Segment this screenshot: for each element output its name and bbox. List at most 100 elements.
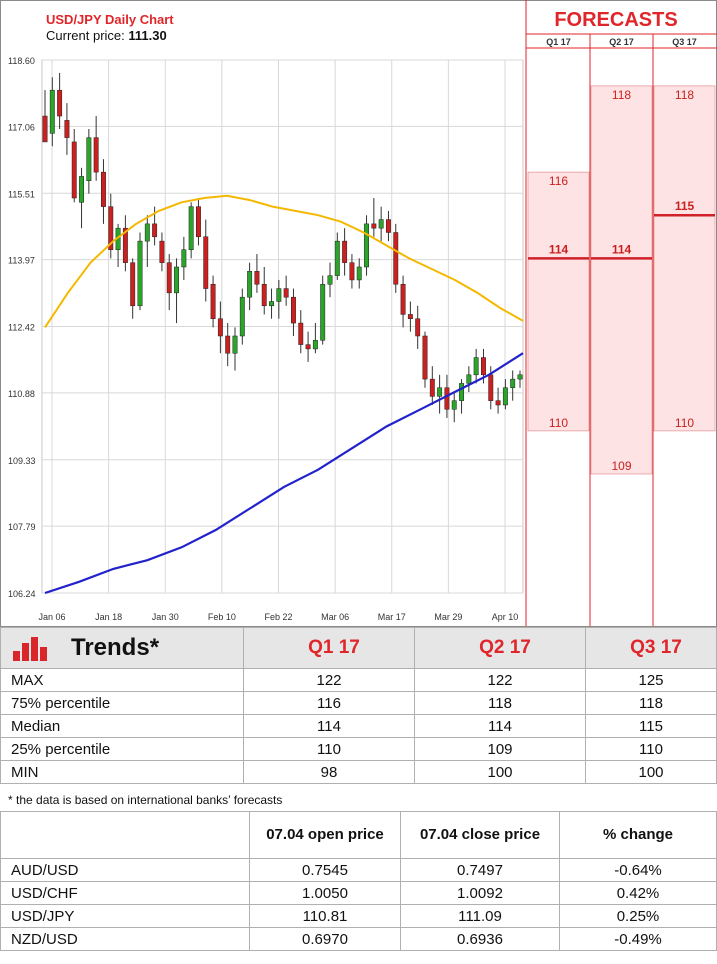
x-tick-label: Apr 10 [492, 612, 519, 622]
trends-cell: 125 [585, 668, 717, 692]
forecast-median-label: 114 [612, 242, 632, 256]
candle-body [101, 171, 106, 207]
candle-body [71, 141, 77, 199]
forecast-range-box [653, 85, 716, 432]
trends-cell: 98 [243, 760, 415, 784]
rates-header-close: 07.04 close price [400, 811, 560, 859]
trends-row-75: 75% percentile 116 118 118 [0, 691, 717, 715]
candle-body [64, 120, 70, 138]
rates-row: NZD/USD 0.6970 0.6936 -0.49% [0, 927, 717, 951]
forecast-column-label: Q3 17 [672, 37, 697, 47]
candle-body [276, 288, 282, 302]
trends-row-25: 25% percentile 110 109 110 [0, 737, 717, 761]
x-tick-label: Jan 06 [38, 612, 65, 622]
candle-body [254, 271, 260, 285]
candle-body [283, 288, 289, 298]
trends-row-label: Median [0, 714, 244, 738]
y-tick-label: 110.88 [8, 389, 35, 399]
candle-body [261, 283, 267, 307]
y-tick-label: 109.33 [8, 456, 36, 466]
slow-moving-average-line [44, 352, 524, 595]
candle-body [459, 383, 464, 401]
trends-row-label: MIN [0, 760, 244, 784]
candle-body [451, 400, 457, 410]
candle-body [517, 374, 523, 380]
candle-body [356, 266, 362, 281]
chart-subtitle: Current price: 111.30 [46, 28, 167, 43]
trends-title-cell: Trends* [0, 627, 244, 669]
candle-body [312, 340, 318, 350]
candle-body [49, 89, 55, 134]
candle-body [466, 374, 472, 384]
rates-close: 0.6936 [400, 927, 560, 951]
y-tick-label: 117.06 [8, 122, 35, 132]
candle-body [407, 314, 413, 319]
trends-table: Trends* Q1 17 Q2 17 Q3 17 MAX 122 122 12… [0, 627, 717, 784]
trends-cell: 122 [243, 668, 415, 692]
trends-header-q1: Q1 17 [243, 627, 415, 669]
candle-body [378, 219, 384, 229]
rates-close: 1.0092 [400, 881, 560, 905]
trends-row-max: MAX 122 122 125 [0, 668, 717, 692]
trends-cell: 114 [414, 714, 586, 738]
chart-title: USD/JPY Daily Chart [46, 12, 174, 27]
candle-body [510, 378, 516, 388]
candle-body [444, 387, 450, 410]
trends-cell: 100 [414, 760, 586, 784]
forecast-max-label: 116 [549, 174, 568, 188]
trends-cell: 109 [414, 737, 586, 761]
candle-body [386, 219, 391, 233]
usdjpy-chart-panel: USD/JPY Daily Chart Current price: 111.30… [0, 0, 717, 627]
trends-row-label: 25% percentile [0, 737, 244, 761]
forecast-min-label: 109 [611, 459, 631, 473]
candle-body [400, 283, 406, 315]
trends-cell: 118 [585, 691, 717, 715]
trends-header-q2: Q2 17 [414, 627, 586, 669]
candle-body [225, 335, 231, 354]
rates-row: USD/JPY 110.81 111.09 0.25% [0, 904, 717, 928]
trends-footnote: * the data is based on international ban… [8, 793, 283, 807]
forecast-median-label: 115 [675, 199, 695, 213]
trends-header-row: Trends* Q1 17 Q2 17 Q3 17 [0, 627, 717, 669]
candle-body [334, 240, 340, 276]
candle-body [217, 318, 223, 337]
rates-row: USD/CHF 1.0050 1.0092 0.42% [0, 881, 717, 905]
candle-body [488, 374, 494, 401]
candle-body [152, 223, 158, 238]
candle-body [239, 296, 245, 337]
candle-body [108, 206, 114, 250]
trends-cell: 110 [585, 737, 717, 761]
candle-body [437, 387, 443, 397]
candle-body [122, 227, 128, 263]
rates-pair: USD/CHF [0, 881, 250, 905]
candle-body [196, 206, 201, 238]
candle-body [181, 249, 187, 268]
candle-body [42, 115, 48, 143]
x-tick-label: Feb 22 [264, 612, 292, 622]
candle-body [210, 283, 216, 319]
forecast-median-label: 114 [549, 242, 569, 256]
candle-body [327, 275, 333, 285]
candle-body [86, 137, 92, 181]
rates-header-blank [0, 811, 250, 859]
fast-moving-average-line [44, 194, 524, 328]
x-tick-label: Mar 17 [378, 612, 406, 622]
trends-header-q3: Q3 17 [585, 627, 717, 669]
candle-body [130, 262, 136, 307]
forecast-max-label: 118 [612, 88, 631, 102]
rates-open: 0.6970 [249, 927, 401, 951]
x-tick-label: Feb 10 [208, 612, 236, 622]
forecast-column-label: Q1 17 [546, 37, 571, 47]
trends-cell: 114 [243, 714, 415, 738]
candle-body [269, 301, 274, 307]
y-tick-label: 112.42 [8, 323, 35, 333]
candle-body [364, 223, 369, 268]
x-tick-label: Jan 18 [95, 612, 122, 622]
y-tick-label: 113.97 [8, 256, 35, 266]
forecasts-title: FORECASTS [554, 9, 677, 31]
candle-body [144, 223, 150, 242]
x-tick-label: Mar 29 [434, 612, 462, 622]
trends-cell: 115 [585, 714, 717, 738]
candle-body [393, 232, 399, 285]
